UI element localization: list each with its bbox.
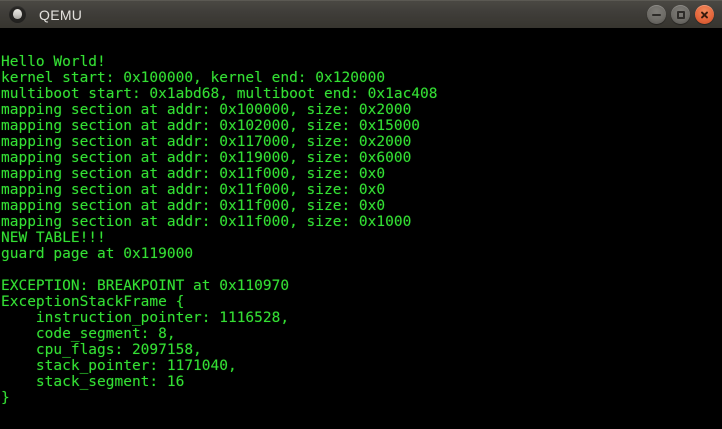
minimize-button[interactable] [647, 5, 666, 24]
window-title: QEMU [39, 6, 83, 23]
terminal-line: EXCEPTION: BREAKPOINT at 0x110970 [1, 278, 290, 294]
close-button[interactable] [695, 5, 714, 24]
terminal-line: multiboot start: 0x1abd68, multiboot end… [1, 86, 438, 102]
terminal-line: } [1, 390, 10, 406]
window-titlebar[interactable]: QEMU [0, 0, 722, 28]
terminal-line: mapping section at addr: 0x11f000, size:… [1, 198, 386, 214]
terminal-line [1, 262, 722, 278]
maximize-button[interactable] [671, 5, 690, 24]
terminal-line: mapping section at addr: 0x11f000, size:… [1, 214, 412, 230]
window-controls [647, 5, 714, 24]
terminal-line: mapping section at addr: 0x100000, size:… [1, 102, 412, 118]
minimize-icon [652, 13, 661, 16]
app-icon-inner-shape [13, 9, 22, 19]
terminal-line: NEW TABLE!!! [1, 230, 106, 246]
terminal-line: mapping section at addr: 0x102000, size:… [1, 118, 421, 134]
terminal-line: kernel start: 0x100000, kernel end: 0x12… [1, 70, 386, 86]
terminal-line: cpu_flags: 2097158, [1, 342, 202, 358]
terminal-line: stack_pointer: 1171040, [1, 358, 237, 374]
terminal-line: mapping section at addr: 0x11f000, size:… [1, 182, 386, 198]
terminal-line: code_segment: 8, [1, 326, 176, 342]
terminal-line: Hello World! [1, 54, 106, 70]
terminal-line: instruction_pointer: 1116528, [1, 310, 290, 326]
qemu-app-icon [9, 6, 26, 23]
terminal-line: mapping section at addr: 0x117000, size:… [1, 134, 412, 150]
terminal-line: ExceptionStackFrame { [1, 294, 185, 310]
terminal-line: guard page at 0x119000 [1, 246, 194, 262]
terminal-line: mapping section at addr: 0x119000, size:… [1, 150, 412, 166]
terminal-line: stack_segment: 16 [1, 374, 185, 390]
terminal-display[interactable]: Hello World! kernel start: 0x100000, kern… [0, 28, 722, 429]
maximize-icon [676, 10, 685, 19]
terminal-line: mapping section at addr: 0x11f000, size:… [1, 166, 386, 182]
close-icon [700, 10, 709, 19]
terminal-output: Hello World! kernel start: 0x100000, kern… [0, 28, 722, 406]
